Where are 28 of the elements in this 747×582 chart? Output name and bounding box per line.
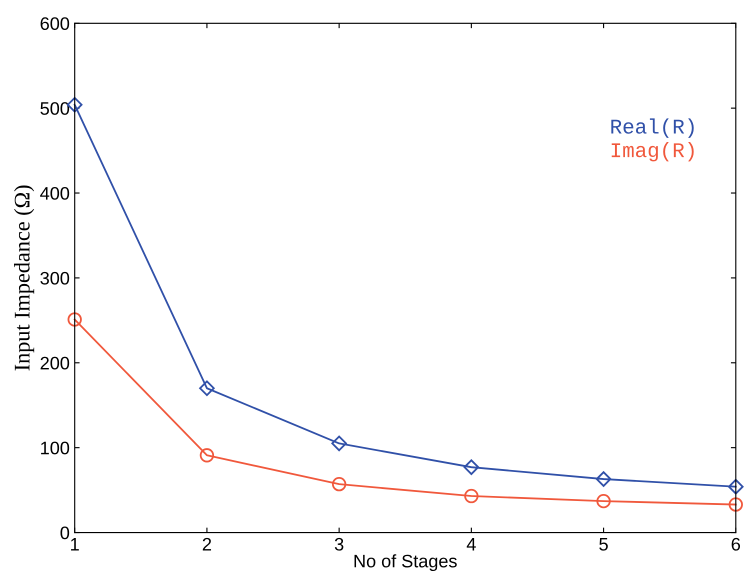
y-tick-label: 400 bbox=[40, 186, 70, 200]
y-tick-label: 200 bbox=[40, 356, 70, 370]
y-tick-label: 500 bbox=[40, 102, 70, 115]
x-tick-label: 2 bbox=[202, 538, 212, 550]
point bbox=[199, 380, 215, 396]
x-tick-label: 4 bbox=[466, 538, 476, 550]
text: Imag(R) bbox=[612, 142, 694, 162]
point bbox=[464, 459, 480, 475]
x-tick-label: 6 bbox=[732, 538, 740, 551]
text: Real(R) bbox=[611, 118, 694, 138]
point bbox=[331, 436, 347, 452]
point bbox=[332, 476, 346, 492]
y-axis-title: Input Impedance (Ω) bbox=[14, 185, 34, 371]
point bbox=[596, 494, 611, 508]
y-tick-label: 600 bbox=[40, 17, 70, 30]
point bbox=[200, 448, 214, 462]
y-tick-label: 0 bbox=[60, 526, 70, 540]
point bbox=[68, 312, 82, 327]
point bbox=[728, 478, 744, 494]
y-tick-label: 300 bbox=[40, 272, 70, 285]
x-tick-label: 5 bbox=[599, 538, 608, 551]
x-tick-label: 3 bbox=[334, 538, 344, 551]
point bbox=[728, 497, 743, 512]
x-tick-label: 1 bbox=[71, 538, 79, 550]
point bbox=[596, 471, 612, 487]
y-tick-label: 100 bbox=[41, 442, 70, 454]
x-axis-title: No of Stages bbox=[354, 554, 457, 572]
point bbox=[464, 488, 479, 504]
